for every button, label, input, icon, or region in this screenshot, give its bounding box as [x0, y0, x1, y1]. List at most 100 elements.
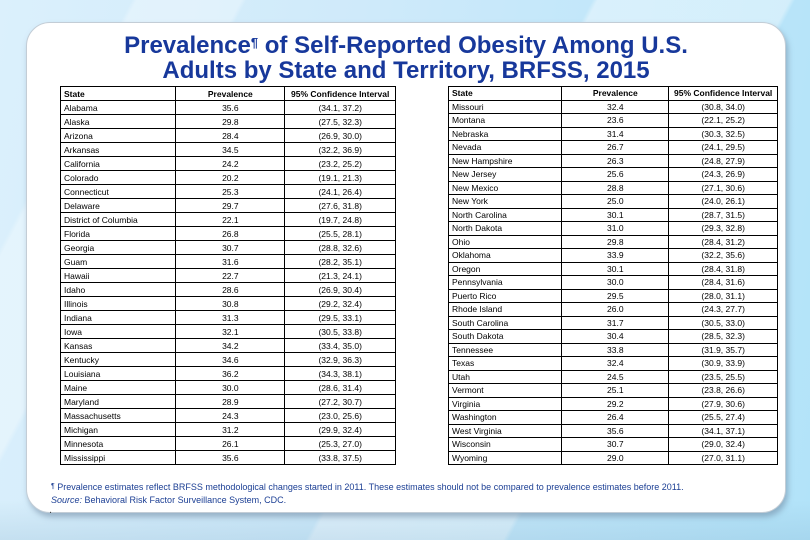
table-row: Pennsylvania 30.0 (28.4, 31.6)	[447, 275, 778, 290]
ci-cell: (19.1, 21.3)	[284, 170, 396, 185]
table-row: Louisiana 36.2 (34.3, 38.1)	[59, 366, 396, 381]
state-cell: Vermont	[447, 383, 563, 398]
state-cell: Wyoming	[447, 450, 563, 465]
ci-cell: (32.2, 36.9)	[284, 142, 396, 157]
state-cell: California	[59, 156, 177, 171]
ci-cell: (31.9, 35.7)	[668, 342, 778, 357]
state-cell: Oklahoma	[447, 248, 563, 263]
ci-cell: (32.9, 36.3)	[284, 352, 396, 367]
prevalence-cell: 26.4	[561, 410, 670, 425]
col-header-prevalence: Prevalence	[175, 86, 286, 101]
table-row: Alabama 35.6 (34.1, 37.2)	[59, 100, 396, 115]
table-row: Virginia 29.2 (27.9, 30.6)	[447, 396, 778, 411]
state-cell: Texas	[447, 356, 563, 371]
prevalence-cell: 36.2	[175, 366, 286, 381]
footnote-mark: ¶	[51, 483, 55, 490]
state-cell: Washington	[447, 410, 563, 425]
table-row: North Carolina 30.1 (28.7, 31.5)	[447, 207, 778, 222]
state-cell: Louisiana	[59, 366, 177, 381]
col-header-state: State	[447, 86, 563, 101]
table-row: Idaho 28.6 (26.9, 30.4)	[59, 282, 396, 297]
ci-cell: (23.5, 25.5)	[668, 369, 778, 384]
ci-cell: (25.5, 27.4)	[668, 410, 778, 425]
table-row: Colorado 20.2 (19.1, 21.3)	[59, 170, 396, 185]
state-cell: Tennessee	[447, 342, 563, 357]
prevalence-cell: 28.4	[175, 128, 286, 143]
ci-cell: (28.5, 32.3)	[668, 329, 778, 344]
state-cell: Nebraska	[447, 126, 563, 141]
ci-cell: (28.2, 35.1)	[284, 254, 396, 269]
state-cell: Kentucky	[59, 352, 177, 367]
ci-cell: (29.5, 33.1)	[284, 310, 396, 325]
ci-cell: (27.9, 30.6)	[668, 396, 778, 411]
prevalence-cell: 26.8	[175, 226, 286, 241]
ci-cell: (28.4, 31.8)	[668, 261, 778, 276]
ci-cell: (29.3, 32.8)	[668, 221, 778, 236]
obesity-table-left: State Prevalence 95% Confidence Interval Al…	[59, 86, 396, 465]
prevalence-cell: 30.0	[175, 380, 286, 395]
ci-cell: (34.1, 37.2)	[284, 100, 396, 115]
state-cell: New York	[447, 194, 563, 209]
ci-cell: (29.2, 32.4)	[284, 296, 396, 311]
ci-cell: (25.5, 28.1)	[284, 226, 396, 241]
ci-cell: (30.5, 33.8)	[284, 324, 396, 339]
table-row: District of Columbia 22.1 (19.7, 24.8)	[59, 212, 396, 227]
slide-card: Prevalence¶ of Self-Reported Obesity Amo…	[26, 22, 786, 513]
source-label: Source:	[51, 495, 83, 505]
prevalence-cell: 33.9	[561, 248, 670, 263]
table-row: Missouri 32.4 (30.8, 34.0)	[447, 99, 778, 114]
table-row: Massachusetts 24.3 (23.0, 25.6)	[59, 408, 396, 423]
table-row: New Hampshire 26.3 (24.8, 27.9)	[447, 153, 778, 168]
state-cell: Virginia	[447, 396, 563, 411]
header-row: State Prevalence 95% Confidence Interval	[447, 86, 778, 101]
table-row: Ohio 29.8 (28.4, 31.2)	[447, 234, 778, 249]
table-row: Texas 32.4 (30.9, 33.9)	[447, 356, 778, 371]
ci-cell: (28.4, 31.6)	[668, 275, 778, 290]
state-cell: Mississippi	[59, 450, 177, 465]
prevalence-cell: 29.0	[561, 450, 670, 465]
prevalence-cell: 35.6	[561, 423, 670, 438]
table-row: Arkansas 34.5 (32.2, 36.9)	[59, 142, 396, 157]
table-row: Nebraska 31.4 (30.3, 32.5)	[447, 126, 778, 141]
state-cell: Maine	[59, 380, 177, 395]
ci-cell: (27.6, 31.8)	[284, 198, 396, 213]
state-cell: Alaska	[59, 114, 177, 129]
state-cell: Illinois	[59, 296, 177, 311]
prevalence-cell: 30.7	[175, 240, 286, 255]
prevalence-cell: 31.2	[175, 422, 286, 437]
state-cell: Kansas	[59, 338, 177, 353]
ci-cell: (27.2, 30.7)	[284, 394, 396, 409]
ci-cell: (30.8, 34.0)	[668, 99, 778, 114]
table-row: Connecticut 25.3 (24.1, 26.4)	[59, 184, 396, 199]
prevalence-cell: 34.6	[175, 352, 286, 367]
prevalence-cell: 28.9	[175, 394, 286, 409]
state-cell: Alabama	[59, 100, 177, 115]
state-cell: Arkansas	[59, 142, 177, 157]
state-cell: Ohio	[447, 234, 563, 249]
state-cell: Minnesota	[59, 436, 177, 451]
footnote-note: ¶ Prevalence estimates reflect BRFSS met…	[51, 482, 684, 492]
table-row: California 24.2 (23.2, 25.2)	[59, 156, 396, 171]
ci-cell: (24.1, 29.5)	[668, 140, 778, 155]
ci-cell: (28.0, 31.1)	[668, 288, 778, 303]
state-cell: Nevada	[447, 140, 563, 155]
ci-cell: (30.9, 33.9)	[668, 356, 778, 371]
prevalence-cell: 35.6	[175, 450, 286, 465]
table-row: Maryland 28.9 (27.2, 30.7)	[59, 394, 396, 409]
table-row: Delaware 29.7 (27.6, 31.8)	[59, 198, 396, 213]
prevalence-cell: 20.2	[175, 170, 286, 185]
header-row: State Prevalence 95% Confidence Interval	[59, 86, 396, 101]
ci-cell: (27.0, 31.1)	[668, 450, 778, 465]
table-row: Rhode Island 26.0 (24.3, 27.7)	[447, 302, 778, 317]
state-cell: Arizona	[59, 128, 177, 143]
prevalence-cell: 28.6	[175, 282, 286, 297]
prevalence-cell: 30.8	[175, 296, 286, 311]
table-row: Nevada 26.7 (24.1, 29.5)	[447, 140, 778, 155]
col-header-state: State	[59, 86, 177, 101]
prevalence-cell: 29.7	[175, 198, 286, 213]
table-row: Washington 26.4 (25.5, 27.4)	[447, 410, 778, 425]
ci-cell: (28.8, 32.6)	[284, 240, 396, 255]
state-cell: Michigan	[59, 422, 177, 437]
prevalence-cell: 29.2	[561, 396, 670, 411]
ci-cell: (24.1, 26.4)	[284, 184, 396, 199]
